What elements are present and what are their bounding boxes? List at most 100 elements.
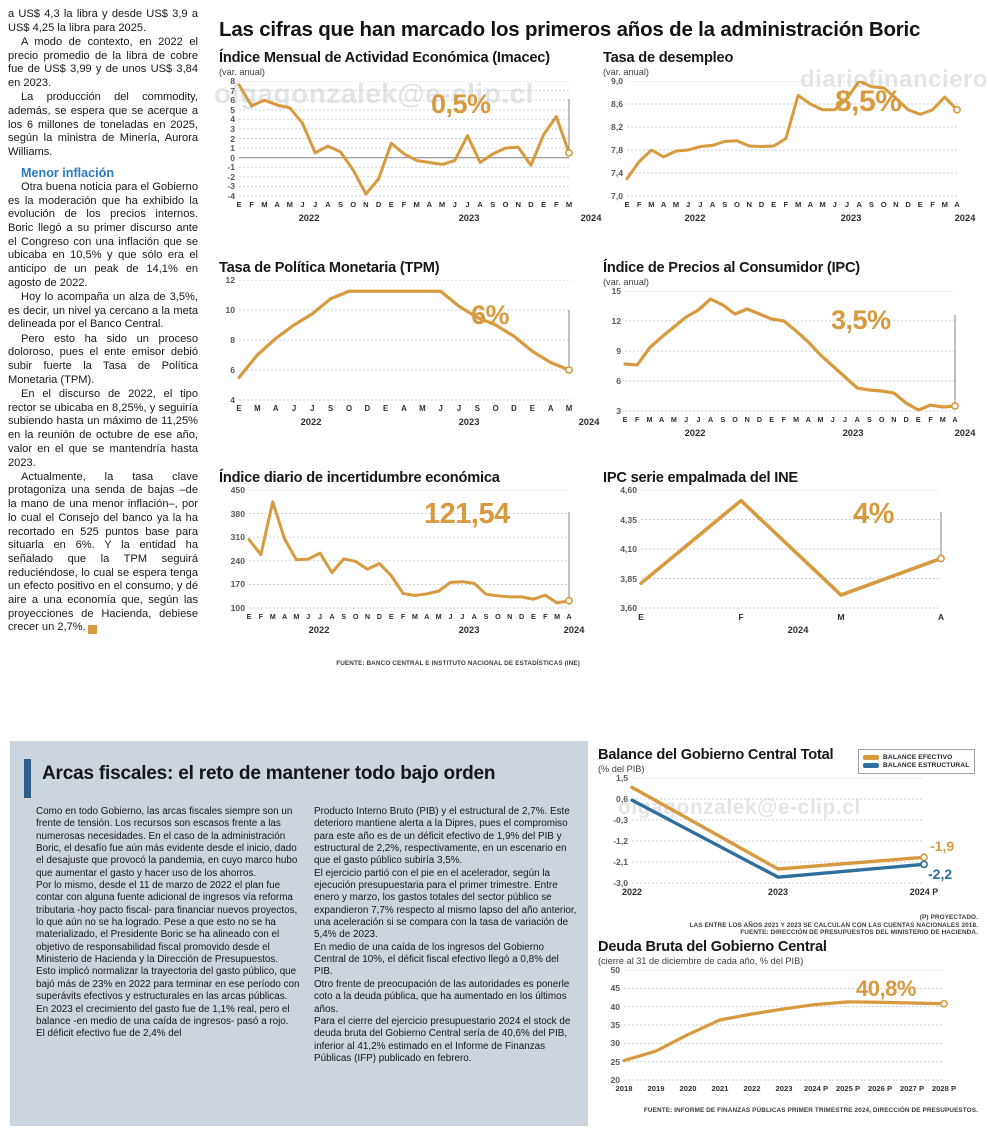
x-axis-tick: E — [917, 200, 923, 209]
y-axis-tick: 450 — [230, 485, 245, 495]
x-axis-tick: E — [531, 612, 536, 621]
end-point-marker — [940, 999, 948, 1008]
x-axis-tick: S — [474, 404, 480, 413]
chart-desempleo: Tasa de desempleo (var. anual) 9,0 8,6 8,2 7,… — [603, 50, 978, 230]
x-axis-tick: M — [794, 200, 802, 209]
x-axis-tick: J — [310, 404, 315, 413]
y-axis-tick: 8,2 — [611, 122, 623, 132]
y-axis-tick: 8 — [230, 76, 235, 86]
x-axis-tick: O — [880, 200, 887, 209]
chart-title: Índice de Precios al Consumidor (IPC) — [603, 260, 860, 276]
x-axis-tick: D — [528, 200, 534, 209]
y-axis-tick: 40 — [610, 1001, 620, 1012]
x-axis-tick: E — [638, 612, 644, 622]
chart-note: LAS ENTRE LOS AÑOS 2021 Y 2023 SE CALCUL… — [689, 921, 978, 929]
y-axis-tick: 30 — [610, 1038, 620, 1049]
end-mark-icon: ■ — [87, 625, 105, 635]
x-axis-tick: O — [732, 415, 738, 424]
x-axis-tick: A — [709, 200, 716, 209]
x-axis-tick: M — [646, 415, 653, 424]
series-line — [639, 498, 943, 597]
x-axis-tick: A — [401, 404, 407, 413]
x-axis-tick: S — [867, 415, 872, 424]
x-axis-tick: S — [868, 200, 874, 209]
series-line — [622, 1000, 946, 1063]
x-axis-tick: 2022 — [743, 1084, 761, 1093]
chart-balance: Balance del Gobierno Central Total (% del… — [598, 747, 978, 936]
x-axis-tick: S — [490, 200, 496, 209]
x-axis-tick: J — [452, 200, 457, 209]
x-axis-tick: J — [830, 415, 835, 424]
x-axis-tick: F — [249, 200, 254, 209]
y-axis-tick: 50 — [610, 965, 620, 975]
y-axis-tick: 100 — [230, 603, 245, 613]
chart-title: Tasa de desempleo — [603, 50, 734, 66]
y-axis-tick: 380 — [230, 508, 245, 519]
x-axis-tick: A — [566, 612, 572, 621]
x-axis-tick: S — [328, 404, 334, 413]
x-axis-tick: J — [844, 200, 850, 209]
x-axis-tick: A — [937, 612, 945, 622]
x-axis-tick: F — [783, 200, 789, 209]
y-axis-tick: -1 — [227, 162, 235, 173]
y-axis-tick: 6 — [230, 95, 235, 106]
y-axis-tick: 4,35 — [620, 514, 637, 525]
fiscal-paragraph: El ejercicio partió con el pie en el ace… — [314, 867, 577, 941]
fiscal-column-1: Como en todo Gobierno, las arcas fiscale… — [36, 806, 300, 1041]
chart-callout-value: 3,5% — [831, 305, 891, 335]
x-axis-tick: M — [565, 404, 573, 413]
x-axis-tick: 2022 — [621, 887, 643, 897]
x-axis-tick: M — [419, 404, 426, 413]
x-axis-tick: 2024 P — [909, 887, 939, 897]
y-axis-tick: 310 — [230, 532, 245, 543]
x-axis-tick: N — [893, 200, 899, 209]
chart-subtitle: (cierre al 31 de diciembre de cada año, … — [598, 956, 804, 966]
chart-deuda: Deuda Bruta del Gobierno Central (cierre … — [598, 939, 978, 1114]
series-line — [630, 785, 926, 871]
x-axis-tick: 2018 — [615, 1084, 633, 1093]
x-axis-tick: D — [376, 612, 382, 621]
x-axis-tick: N — [507, 612, 513, 621]
chart-ipc: Índice de Precios al Consumidor (IPC) (va… — [603, 260, 978, 445]
y-axis-tick: -2,1 — [613, 857, 628, 867]
x-axis-tick: 2023 — [775, 1084, 793, 1093]
legend-label: BALANCE ESTRUCTURAL — [883, 762, 970, 769]
x-axis-tick: A — [281, 612, 288, 621]
chart-tpm: Tasa de Política Monetaria (TPM) 12 10 8 6 4 E… — [219, 260, 599, 434]
x-axis-tick: F — [635, 415, 640, 424]
x-axis-tick: N — [515, 200, 521, 209]
chart-title: Índice Mensual de Actividad Económica (I… — [219, 50, 550, 66]
x-axis-tick: M — [269, 612, 276, 621]
chart-incertidumbre: Índice diario de incertidumbre económica… — [219, 470, 594, 642]
fiscal-charts: olgagonzalek@e-clip.cl Balance del Gobie… — [598, 741, 978, 1126]
x-axis-tick: F — [930, 200, 935, 209]
x-axis-tick: F — [738, 612, 744, 622]
x-axis-year-label: 2024 — [578, 416, 600, 427]
chart-subtitle: (var. anual) — [219, 67, 265, 77]
x-axis-tick: 2021 — [711, 1084, 729, 1093]
x-axis-tick: O — [878, 415, 885, 424]
x-axis-tick: M — [941, 200, 948, 209]
x-axis-tick: 2023 — [767, 887, 789, 897]
end-point-marker — [565, 596, 573, 605]
x-axis-tick: F — [258, 612, 264, 621]
end-point-marker — [953, 105, 961, 114]
x-axis-tick: A — [471, 612, 477, 621]
y-axis-tick: 20 — [610, 1075, 620, 1085]
x-axis-tick: E — [236, 404, 242, 413]
x-axis-tick: M — [672, 200, 680, 209]
chart-subtitle: (var. anual) — [603, 277, 649, 287]
chart-callout-value: 0,5% — [431, 89, 491, 119]
legend-swatch — [863, 763, 879, 768]
fiscal-paragraph: Como en todo Gobierno, las arcas fiscale… — [36, 806, 298, 879]
x-axis-tick: E — [236, 200, 242, 209]
x-axis-tick: N — [363, 200, 369, 209]
x-axis-tick: 2020 — [679, 1084, 697, 1093]
x-axis-tick: O — [345, 404, 353, 413]
x-axis-year-label: 2024 — [954, 427, 976, 438]
x-axis-tick: M — [254, 404, 261, 413]
page-title: Las cifras que han marcado los primeros … — [219, 18, 921, 41]
source-note-top: FUENTE: BANCO CENTRAL E INSTITUTO NACION… — [336, 660, 580, 667]
x-axis-year-label: 2023 — [458, 416, 480, 427]
